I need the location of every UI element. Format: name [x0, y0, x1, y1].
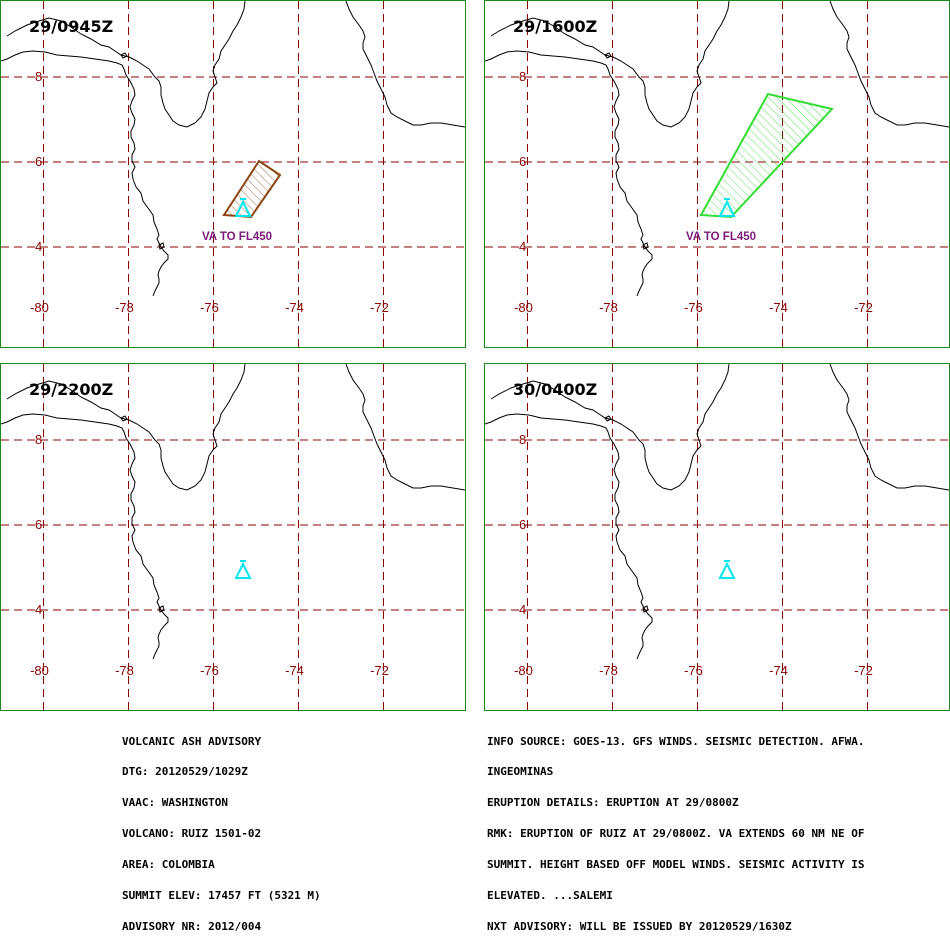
longitude-tick-label: -80 — [514, 300, 533, 315]
longitude-tick-label: -76 — [684, 300, 703, 315]
volcano-triangle-icon — [234, 198, 252, 217]
panel-time-label: 29/0945Z — [29, 17, 114, 36]
advisory-line: INFO SOURCE: GOES-13. GFS WINDS. SEISMIC… — [487, 734, 865, 748]
coastline — [485, 50, 653, 297]
advisory-details-block: INFO SOURCE: GOES-13. GFS WINDS. SEISMIC… — [487, 716, 865, 943]
volcanic-ash-altitude-label: VA TO FL450 — [686, 231, 756, 243]
volcano-triangle-icon — [718, 560, 736, 579]
advisory-line: VOLCANO: RUIZ 1501-02 — [122, 827, 262, 841]
island-outline — [604, 415, 612, 422]
latitude-tick-label: 8 — [519, 432, 526, 447]
longitude-tick-label: -78 — [599, 300, 618, 315]
longitude-tick-label: -78 — [599, 663, 618, 678]
island-outline — [120, 415, 128, 422]
coastline — [485, 413, 653, 660]
longitude-tick-label: -78 — [115, 300, 134, 315]
latitude-tick-label: 6 — [519, 154, 526, 169]
coastline — [829, 364, 949, 491]
island-outline — [158, 242, 165, 250]
ash-cloud-area — [222, 159, 282, 219]
latitude-tick-label: 8 — [35, 69, 42, 84]
latitude-tick-label: 4 — [519, 239, 526, 254]
longitude-tick-label: -72 — [854, 300, 873, 315]
longitude-tick-label: -74 — [285, 300, 304, 315]
island-outline — [604, 52, 612, 59]
longitude-tick-label: -78 — [115, 663, 134, 678]
longitude-tick-label: -76 — [200, 300, 219, 315]
longitude-tick-label: -76 — [200, 663, 219, 678]
advisory-line: ADVISORY NR: 2012/004 — [122, 919, 262, 933]
coastline — [6, 1, 246, 128]
latitude-tick-label: 4 — [519, 602, 526, 617]
map-canvas: 8 6 4 -80 -78 -76 -74 -72 VA TO FL450 — [485, 1, 949, 347]
panel-time-label: 29/2200Z — [29, 380, 114, 399]
map-panel-3: 8 6 4 -80 -78 -76 -74 -72 29/2200Z — [0, 363, 466, 711]
advisory-line: RMK: ERUPTION OF RUIZ AT 29/0800Z. VA EX… — [487, 827, 865, 841]
latitude-tick-label: 6 — [35, 154, 42, 169]
volcano-triangle-icon — [718, 198, 736, 217]
latitude-tick-label: 6 — [519, 517, 526, 532]
coastline — [490, 364, 730, 491]
map-canvas: 8 6 4 -80 -78 -76 -74 -72 — [485, 364, 949, 710]
coastline — [6, 364, 246, 491]
coastline — [345, 364, 465, 491]
longitude-tick-label: -80 — [30, 663, 49, 678]
longitude-tick-label: -76 — [684, 663, 703, 678]
coastline — [345, 1, 465, 128]
latitude-tick-label: 8 — [519, 69, 526, 84]
map-panel-1: 8 6 4 -80 -78 -76 -74 -72 VA TO FL450 29/0945Z — [0, 0, 466, 348]
advisory-header-block: VOLCANIC ASH ADVISORY DTG: 20120529/1029… — [122, 716, 321, 943]
latitude-tick-label: 4 — [35, 602, 42, 617]
advisory-line: AREA: COLOMBIA — [122, 858, 215, 872]
advisory-line: NXT ADVISORY: WILL BE ISSUED BY 20120529… — [487, 919, 792, 933]
longitude-tick-label: -74 — [769, 300, 788, 315]
coastline — [829, 1, 949, 128]
map-canvas: 8 6 4 -80 -78 -76 -74 -72 — [1, 364, 465, 710]
map-panel-2: 8 6 4 -80 -78 -76 -74 -72 VA TO FL450 29/1600Z — [484, 0, 950, 348]
coastline — [1, 413, 169, 660]
longitude-tick-label: -80 — [514, 663, 533, 678]
advisory-line: INGEOMINAS — [487, 765, 554, 779]
longitude-tick-label: -72 — [854, 663, 873, 678]
advisory-line: SUMMIT. HEIGHT BASED OFF MODEL WINDS. SE… — [487, 858, 865, 872]
latitude-tick-label: 4 — [35, 239, 42, 254]
latitude-tick-label: 6 — [35, 517, 42, 532]
advisory-line: VOLCANIC ASH ADVISORY — [122, 734, 262, 748]
island-outline — [642, 605, 649, 613]
latitude-tick-label: 8 — [35, 432, 42, 447]
map-panel-4: 8 6 4 -80 -78 -76 -74 -72 30/0400Z — [484, 363, 950, 711]
advisory-line: ELEVATED. ...SALEMI — [487, 889, 613, 903]
island-outline — [158, 605, 165, 613]
longitude-tick-label: -74 — [769, 663, 788, 678]
island-outline — [120, 52, 128, 59]
coastline — [490, 1, 730, 128]
advisory-line: ERUPTION DETAILS: ERUPTION AT 29/0800Z — [487, 796, 739, 810]
longitude-tick-label: -72 — [370, 663, 389, 678]
coastline — [1, 50, 169, 297]
island-outline — [642, 242, 649, 250]
panel-time-label: 30/0400Z — [513, 380, 598, 399]
map-canvas: 8 6 4 -80 -78 -76 -74 -72 VA TO FL450 — [1, 1, 465, 347]
longitude-tick-label: -74 — [285, 663, 304, 678]
volcano-triangle-icon — [234, 560, 252, 579]
advisory-line: DTG: 20120529/1029Z — [122, 765, 248, 779]
longitude-tick-label: -72 — [370, 300, 389, 315]
advisory-line: VAAC: WASHINGTON — [122, 796, 228, 810]
longitude-tick-label: -80 — [30, 300, 49, 315]
ash-cloud-area — [699, 92, 834, 219]
panel-time-label: 29/1600Z — [513, 17, 598, 36]
volcanic-ash-altitude-label: VA TO FL450 — [202, 231, 272, 243]
advisory-line: SUMMIT ELEV: 17457 FT (5321 M) — [122, 889, 321, 903]
